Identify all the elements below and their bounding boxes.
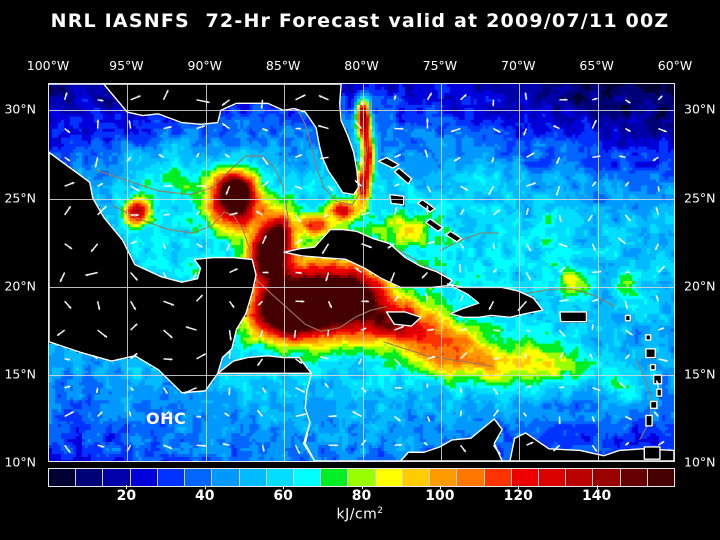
colorbar-block bbox=[647, 469, 675, 486]
colorbar-tick-value: 140 bbox=[582, 488, 611, 504]
colorbar-tick-value: 40 bbox=[195, 488, 214, 504]
colorbar-block bbox=[212, 469, 240, 486]
bathymetry-contours bbox=[95, 99, 653, 441]
colorbar-tick-mark bbox=[283, 485, 285, 489]
lat-tick-label-left: 15°N bbox=[4, 366, 36, 381]
colorbar-block bbox=[49, 469, 77, 486]
gridline-vertical bbox=[597, 84, 599, 461]
lon-tick-label: 80°W bbox=[344, 58, 379, 73]
map-canvas bbox=[49, 84, 674, 461]
gridline-horizontal bbox=[49, 374, 674, 376]
lat-tick-label-left: 30°N bbox=[4, 102, 36, 117]
lat-tick-label-right: 25°N bbox=[684, 190, 716, 205]
colorbar-tick-mark bbox=[204, 485, 206, 489]
gridline-vertical bbox=[127, 84, 129, 461]
gridline-horizontal bbox=[49, 198, 674, 200]
colorbar-tick-labels: 20 40 60 80 100 120 140 bbox=[48, 485, 675, 506]
map-plot-area[interactable] bbox=[48, 83, 675, 462]
colorbar-tick-value: 120 bbox=[504, 488, 533, 504]
colorbar-block bbox=[103, 469, 131, 486]
gridline-vertical bbox=[362, 84, 364, 461]
lat-tick-label-left: 20°N bbox=[4, 278, 36, 293]
lat-tick-label-left: 25°N bbox=[4, 190, 36, 205]
lat-tick-label-right: 15°N bbox=[684, 366, 716, 381]
colorbar-block bbox=[375, 469, 403, 486]
colorbar-tick-value: 60 bbox=[273, 488, 292, 504]
colorbar-block bbox=[593, 469, 621, 486]
colorbar-block bbox=[266, 469, 294, 486]
colorbar-tick-value: 20 bbox=[117, 488, 136, 504]
colorbar-block bbox=[538, 469, 567, 486]
colorbar-block bbox=[402, 469, 431, 486]
colorbar-block bbox=[484, 469, 512, 486]
colorbar-block bbox=[566, 469, 594, 486]
lon-tick-label: 85°W bbox=[266, 58, 301, 73]
colorbar-units-label: kJ/cm2 bbox=[0, 506, 720, 523]
ohc-annotation: OHC bbox=[146, 409, 186, 428]
colorbar-block bbox=[511, 469, 539, 486]
lat-tick-label-right: 30°N bbox=[684, 102, 716, 117]
lat-tick-label-left: 10°N bbox=[4, 455, 36, 470]
lon-tick-label: 75°W bbox=[423, 58, 458, 73]
gridline-horizontal bbox=[49, 110, 674, 112]
gridline-vertical bbox=[440, 84, 442, 461]
colorbar-block bbox=[430, 469, 458, 486]
lon-tick-label: 95°W bbox=[109, 58, 144, 73]
lon-tick-label: 65°W bbox=[579, 58, 614, 73]
gridline-vertical bbox=[284, 84, 286, 461]
colorbar-tick-mark bbox=[596, 485, 598, 489]
colorbar-tick-mark bbox=[518, 485, 520, 489]
colorbar-block bbox=[293, 469, 322, 486]
units-text: kJ/cm bbox=[336, 507, 377, 523]
colorbar-tick-value: 80 bbox=[352, 488, 371, 504]
colorbar-block bbox=[239, 469, 267, 486]
colorbar-block bbox=[457, 469, 485, 486]
lon-tick-label: 60°W bbox=[658, 58, 693, 73]
lon-tick-label: 90°W bbox=[187, 58, 222, 73]
colorbar-block bbox=[620, 469, 648, 486]
colorbar-tick-value: 100 bbox=[425, 488, 454, 504]
colorbar-block bbox=[157, 469, 186, 486]
gridline-horizontal bbox=[49, 286, 674, 288]
colorbar-block bbox=[321, 469, 349, 486]
lat-tick-label-right: 20°N bbox=[684, 278, 716, 293]
colorbar-block bbox=[348, 469, 376, 486]
colorbar-tick-mark bbox=[361, 485, 363, 489]
ohc-field bbox=[49, 84, 674, 461]
colorbar-tick-mark bbox=[439, 485, 441, 489]
colorbar-block bbox=[76, 469, 104, 486]
ohc-raster bbox=[49, 84, 674, 461]
lat-tick-label-right: 10°N bbox=[684, 455, 716, 470]
gridline-vertical bbox=[519, 84, 521, 461]
colorbar-tick-mark bbox=[126, 485, 128, 489]
colorbar-block bbox=[130, 469, 158, 486]
lon-tick-label: 70°W bbox=[501, 58, 536, 73]
colorbar-block bbox=[185, 469, 213, 486]
units-exponent: 2 bbox=[377, 506, 383, 516]
figure-title: NRL IASNFS 72-Hr Forecast valid at 2009/… bbox=[0, 10, 720, 32]
lon-tick-label: 100°W bbox=[27, 58, 69, 73]
gridline-vertical bbox=[205, 84, 207, 461]
